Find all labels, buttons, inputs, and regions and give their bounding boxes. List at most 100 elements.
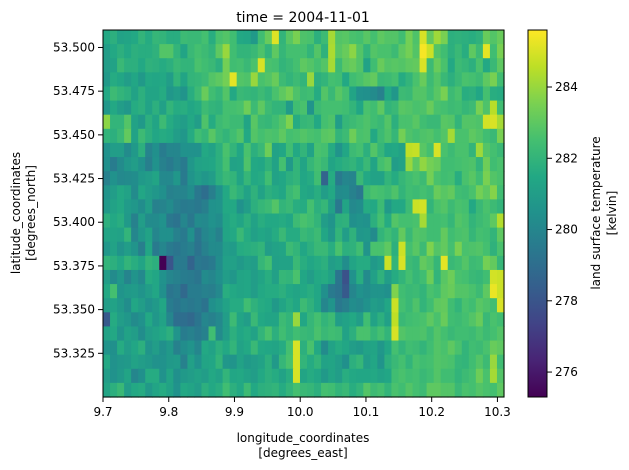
heatmap-cell [159,199,167,215]
heatmap-cell [299,72,308,88]
heatmap-cell [201,298,210,313]
heatmap-cell [131,213,139,229]
heatmap-cell [222,128,231,144]
heatmap-cell [328,30,336,45]
heatmap-cell [222,227,231,243]
heatmap-cell [405,199,414,215]
heatmap-cell [173,128,181,144]
heatmap-cell [328,284,336,299]
heatmap-cell [250,312,259,328]
heatmap-cell [468,340,477,356]
heatmap-cell [145,171,153,186]
heatmap-cell [447,354,456,370]
heatmap-cell [201,269,210,285]
heatmap-cell [271,72,280,88]
heatmap-cell [271,269,280,285]
heatmap-cell [236,72,245,88]
heatmap-cell [145,128,153,144]
heatmap-cell [187,30,196,45]
heatmap-cell [131,382,139,398]
heatmap-cell [194,312,203,328]
heatmap-cell [419,171,428,186]
heatmap-cell [433,326,442,342]
heatmap-cell [419,185,428,200]
heatmap-cell [152,114,160,130]
heatmap-cell [419,312,428,328]
heatmap-cell [314,368,322,384]
heatmap-cell [292,269,301,285]
heatmap-cell [363,199,371,215]
heatmap-cell [440,142,449,158]
heatmap-cell [454,128,463,144]
heatmap-cell [412,354,421,370]
heatmap-cell [187,312,196,328]
heatmap-cell [194,58,203,73]
heatmap-cell [454,298,463,313]
heatmap-cell [201,44,210,59]
colorbar-tick-label: 282 [555,151,578,165]
heatmap-cell [264,100,273,116]
heatmap-cell [215,44,224,59]
heatmap-cell [124,114,132,130]
heatmap-cell [454,213,463,229]
heatmap-cell [166,142,174,158]
heatmap-cell [138,213,146,229]
heatmap-cell [222,269,231,285]
heatmap-cell [314,199,322,215]
heatmap-cell [321,269,329,285]
heatmap-cell [194,185,203,200]
heatmap-cell [307,298,315,313]
heatmap-cell [285,114,294,130]
heatmap-cell [314,326,322,342]
heatmap-cell [208,199,217,215]
heatmap-cell [257,382,266,398]
heatmap-cell [384,340,393,356]
heatmap-cell [447,269,456,285]
heatmap-cell [349,227,357,243]
heatmap-cell [489,128,498,144]
heatmap-cell [426,72,435,88]
heatmap-cell [412,326,421,342]
heatmap-cell [285,213,294,229]
heatmap-cell [222,86,231,102]
heatmap-cell [278,227,287,243]
heatmap-cell [285,368,294,384]
heatmap-cell [314,255,322,271]
heatmap-cell [433,199,442,215]
colorbar-tick-label: 280 [555,223,578,237]
heatmap-cell [426,326,435,342]
heatmap-cell [292,213,301,229]
heatmap-cell [370,199,378,215]
heatmap-cell [145,157,153,172]
heatmap-cell [201,354,210,370]
heatmap-cell [496,199,505,215]
heatmap-cell [489,354,498,370]
heatmap-cell [391,100,400,116]
heatmap-cell [419,269,428,285]
heatmap-cell [124,340,132,356]
heatmap-cell [264,44,273,59]
heatmap-cell [215,213,224,229]
heatmap-cell [307,199,315,215]
heatmap-cell [314,44,322,59]
heatmap-cell [307,58,315,73]
heatmap-cell [377,100,386,116]
heatmap-cell [489,58,498,73]
heatmap-cell [363,255,371,271]
heatmap-cell [398,382,407,398]
heatmap-cell [356,255,364,271]
heatmap-cell [299,213,308,229]
heatmap-cell [328,298,336,313]
heatmap-cell [264,30,273,45]
heatmap-cell [447,340,456,356]
heatmap-cell [384,128,393,144]
heatmap-cell [285,58,294,73]
heatmap-cell [285,171,294,186]
heatmap-cell [145,326,153,342]
heatmap-cell [391,171,400,186]
heatmap-cell [482,157,491,172]
heatmap-cell [180,340,189,356]
heatmap-cell [187,284,196,299]
heatmap-cell [152,213,160,229]
